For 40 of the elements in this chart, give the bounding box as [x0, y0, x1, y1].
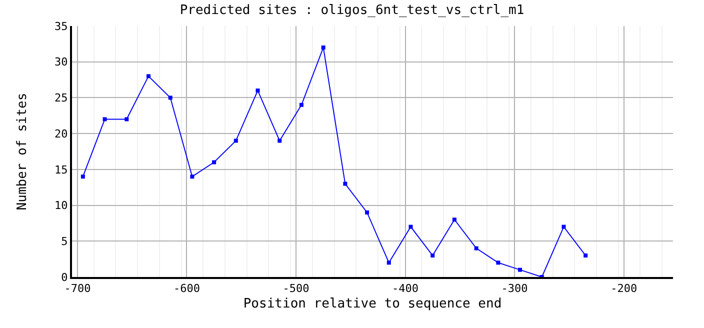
point — [234, 138, 238, 143]
point — [321, 46, 326, 50]
x-tick-label: -200 — [610, 282, 638, 296]
y-tick-label: 10 — [54, 199, 68, 212]
point — [80, 174, 85, 179]
y-tick-label: 25 — [54, 92, 68, 105]
point — [299, 102, 304, 107]
y-tick-label: 5 — [61, 234, 68, 248]
x-tick-label: -600 — [173, 282, 200, 296]
point — [562, 224, 566, 229]
point — [518, 268, 522, 272]
x-tick-label: -300 — [501, 282, 528, 296]
point — [496, 260, 500, 265]
y-tick-label: 20 — [54, 127, 68, 140]
point — [474, 246, 478, 250]
point — [343, 182, 348, 186]
point — [124, 117, 129, 122]
x-tick-label: -700 — [64, 282, 91, 296]
point — [102, 117, 107, 122]
point — [212, 160, 216, 164]
point — [386, 260, 391, 265]
point — [365, 210, 370, 214]
point — [146, 74, 150, 78]
y-axis-title: Number of sites — [15, 92, 30, 210]
point — [452, 218, 456, 222]
y-tick-label: 35 — [54, 20, 68, 33]
point — [584, 253, 588, 258]
point — [168, 96, 172, 100]
y-tick-label: 30 — [54, 56, 68, 69]
point — [408, 224, 413, 229]
y-tick-label: 15 — [54, 163, 68, 176]
x-axis-title: Position relative to sequence end — [243, 296, 502, 312]
x-tick-label: -500 — [282, 282, 310, 296]
point — [430, 253, 435, 258]
point — [256, 88, 260, 93]
x-tick-label: -400 — [392, 282, 419, 296]
chart-title: Predicted sites : oligos_6nt_test_vs_ctrl_m1 — [180, 3, 524, 18]
y-tick-label: 0 — [61, 270, 68, 284]
point — [190, 174, 194, 179]
point — [278, 138, 282, 143]
